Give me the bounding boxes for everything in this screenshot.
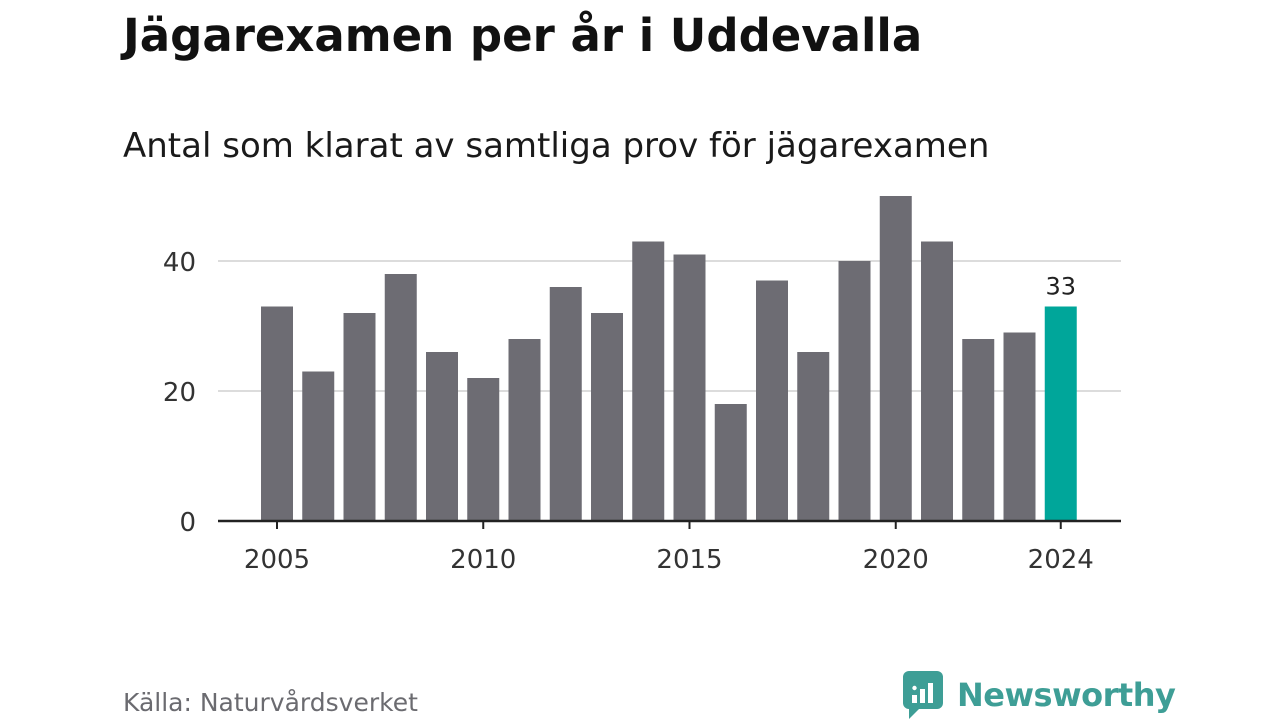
bar-2011	[508, 339, 541, 521]
brand-logo: Newsworthy	[903, 670, 1176, 720]
bar-2013	[591, 313, 623, 521]
bar-2023	[1003, 332, 1036, 521]
x-tick-label: 2010	[450, 545, 516, 575]
x-tick-label: 2015	[656, 545, 722, 575]
bar-2024	[1044, 306, 1077, 521]
source-note: Källa: Naturvårdsverket	[123, 688, 418, 717]
bar-2016	[714, 404, 747, 521]
axes	[218, 519, 1121, 529]
bars	[261, 196, 1077, 521]
bar-2019	[838, 261, 871, 521]
x-tick-label: 2024	[1028, 545, 1094, 575]
bar-2007	[343, 313, 376, 521]
bar-2010	[467, 378, 500, 521]
data-label-2024: 33	[1045, 273, 1076, 301]
bar-2005	[261, 306, 293, 521]
x-tick-label: 2020	[863, 545, 929, 575]
chart-title: Jägarexamen per år i Uddevalla	[123, 9, 923, 62]
bar-2018	[797, 352, 830, 521]
tick-labels: 0 20 40 33 2005 2010 2015 2020 2024	[163, 248, 1094, 575]
y-tick-label: 20	[163, 378, 196, 408]
bar-2012	[549, 287, 582, 521]
bar-2006	[302, 371, 335, 521]
x-tick-label: 2005	[244, 545, 310, 575]
newsworthy-logo-icon	[903, 671, 943, 719]
bar-2009	[426, 352, 458, 521]
bar-2008	[384, 274, 417, 521]
chart-subtitle: Antal som klarat av samtliga prov för jä…	[123, 126, 990, 166]
bar-2015	[673, 254, 706, 521]
bar-2017	[756, 280, 788, 521]
brand-name: Newsworthy	[957, 676, 1176, 714]
bar-2020	[879, 196, 912, 521]
bar-2021	[921, 241, 953, 521]
y-tick-label: 0	[179, 508, 196, 538]
bar-2014	[632, 241, 665, 521]
bar-2022	[962, 339, 995, 521]
y-tick-label: 40	[163, 248, 196, 278]
